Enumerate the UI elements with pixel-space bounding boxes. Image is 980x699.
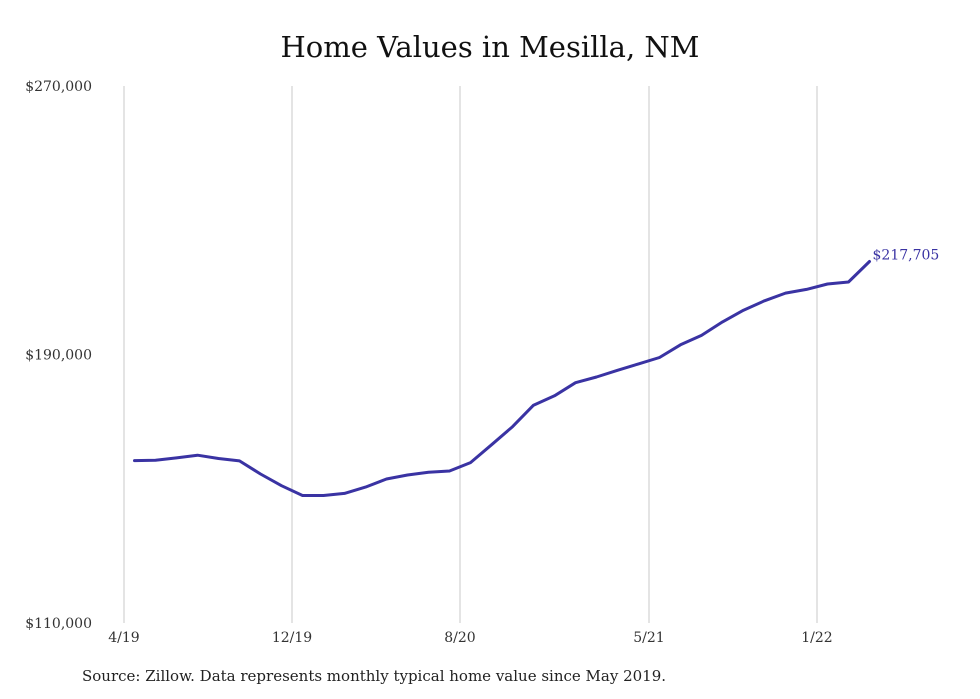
data-point <box>742 309 745 312</box>
x-tick-label: 12/19 <box>272 630 312 646</box>
data-point <box>532 404 535 407</box>
y-tick-label: $270,000 <box>25 79 92 95</box>
data-point <box>658 356 661 359</box>
data-point <box>595 375 598 379</box>
data-point <box>553 394 556 397</box>
x-tick-label: 1/22 <box>801 630 832 646</box>
data-point <box>511 425 514 428</box>
data-point <box>343 492 346 495</box>
data-point <box>133 459 136 462</box>
y-tick-label: $190,000 <box>25 348 92 364</box>
data-point <box>637 362 640 366</box>
data-point <box>490 443 493 446</box>
data-point <box>826 282 829 286</box>
data-point <box>763 299 766 302</box>
data-point <box>154 459 157 462</box>
chart-title: Home Values in Mesilla, NM <box>280 30 700 64</box>
data-point <box>427 471 430 474</box>
data-point <box>574 381 577 384</box>
x-tick-label: 8/20 <box>444 630 475 646</box>
data-point <box>679 343 682 346</box>
data-point <box>238 459 241 463</box>
y-tick-label: $110,000 <box>25 616 92 632</box>
data-point <box>259 472 262 476</box>
data-point <box>322 494 325 497</box>
data-point <box>721 320 724 324</box>
x-tick-label: 4/19 <box>108 630 139 646</box>
data-point <box>301 494 304 497</box>
data-point <box>448 469 451 473</box>
data-point <box>280 484 283 487</box>
series-line <box>133 260 871 497</box>
source-note: Source: Zillow. Data represents monthly … <box>82 667 667 685</box>
x-tick-label: 5/21 <box>633 630 664 646</box>
data-point <box>805 288 808 291</box>
data-point <box>868 260 871 263</box>
grid-lines <box>123 86 818 623</box>
series-group: $217,705 <box>133 248 939 497</box>
data-point <box>406 473 409 477</box>
y-axis-ticks: $110,000 $190,000 $270,000 <box>25 79 92 632</box>
data-point <box>364 485 367 489</box>
data-point <box>784 291 787 295</box>
data-point <box>616 369 619 372</box>
data-point <box>700 334 703 337</box>
data-point <box>175 456 178 460</box>
end-value-label: $217,705 <box>873 248 940 264</box>
data-point <box>385 477 388 481</box>
x-axis-ticks: 4/19 12/19 8/20 5/21 1/22 <box>108 630 832 646</box>
data-point <box>469 461 472 464</box>
data-point <box>217 457 220 460</box>
data-point <box>196 454 199 457</box>
data-point <box>847 280 850 284</box>
